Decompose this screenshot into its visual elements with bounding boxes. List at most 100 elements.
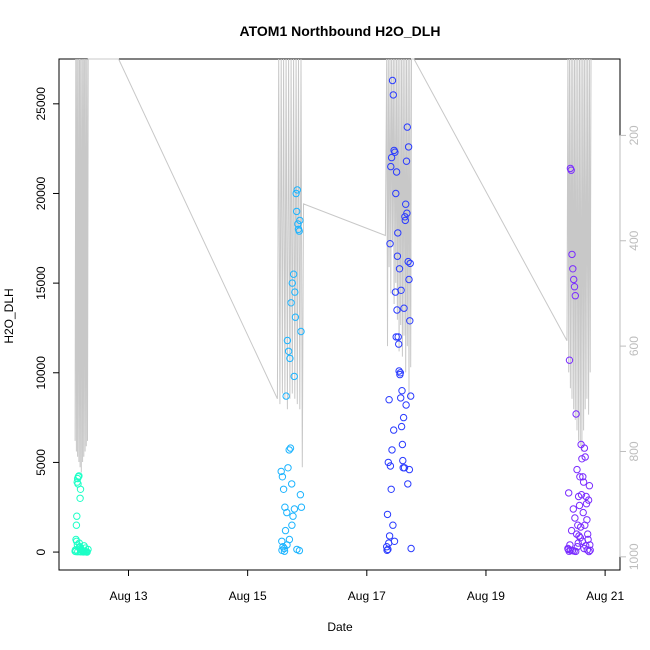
data-point [279,485,288,493]
data-point [288,480,296,488]
data-point [291,313,300,321]
data-point [406,259,414,268]
data-point [387,153,396,162]
data-point [572,530,581,538]
data-point [284,464,292,472]
data-point [575,501,584,510]
y2-tick-label: 800 [627,441,641,461]
data-point [569,265,577,273]
pressure-trace-line [74,58,592,473]
data-point [81,544,90,552]
data-point [579,473,587,481]
data-point [388,76,397,85]
data-point [581,521,589,529]
y2-tick-label: 1000 [627,543,641,570]
data-point [399,413,408,422]
data-point [580,444,589,452]
data-point [582,542,590,550]
data-point [570,275,578,284]
data-point [386,462,395,470]
data-point [567,166,575,174]
y-tick-label: 10000 [34,356,48,390]
data-point [583,546,591,554]
y-tick-label: 15000 [34,266,48,300]
data-point [399,456,407,465]
data-point [286,444,295,452]
data-point [576,473,584,481]
data-point [397,394,405,402]
data-point [402,401,410,409]
data-point [281,526,290,535]
data-point [404,143,413,151]
data-point [394,333,402,341]
y-tick-label: 20000 [34,176,48,210]
data-point [397,286,405,294]
data-point [405,465,414,474]
data-point [395,340,403,348]
data-point [283,336,292,345]
data-point [403,123,411,131]
data-point [383,510,392,519]
data-point [385,396,393,404]
data-point [386,240,394,248]
data-point [565,356,574,364]
data-point [278,537,286,545]
data-point [295,227,303,235]
y2-tick-label: 600 [627,336,641,356]
x-axis: Aug 13 Aug 15 Aug 17 Aug 19 Aug 21 [109,570,624,603]
data-point [584,530,592,538]
data-point [395,265,404,273]
data-point [582,500,591,508]
data-point [392,168,401,176]
pressure-trace-layer [74,58,592,473]
data-point [394,229,402,237]
data-point [402,200,410,208]
data-point [565,489,573,497]
data-point [290,372,298,381]
data-point [388,446,396,454]
data-point [401,213,409,221]
data-point [572,547,580,556]
x-tick-label: Aug 13 [109,589,147,603]
plot-border [58,58,621,571]
data-point [579,478,588,486]
data-point [579,508,587,517]
chart-title: ATOM1 Northbound H2O_DLH [240,23,441,39]
data-point [572,410,580,418]
data-point [391,148,399,156]
data-point [384,545,392,554]
data-point [404,480,412,488]
data-point [294,220,302,228]
data-point [288,521,296,529]
data-point [398,440,407,449]
y-tick-label: 25000 [34,87,48,121]
points-layer [71,76,594,556]
data-point [76,494,84,502]
data-point [282,392,290,400]
data-point [403,209,411,217]
data-point [387,485,395,493]
data-point [397,422,406,431]
data-point [74,548,82,556]
data-point [76,485,85,493]
data-point [279,543,287,551]
y-tick-label: 0 [34,548,48,555]
x-tick-label: Aug 17 [348,589,386,603]
data-point [280,547,289,555]
data-point [406,317,414,325]
data-point [392,189,400,198]
data-point [573,543,582,551]
data-point [383,546,391,554]
data-point [77,548,85,556]
data-point [396,369,404,377]
data-point [296,216,304,225]
data-point [571,514,579,522]
data-point [401,216,409,225]
data-point [287,299,295,307]
data-point [393,252,402,260]
data-point [577,491,586,499]
data-point [297,327,305,336]
data-point [571,292,579,300]
